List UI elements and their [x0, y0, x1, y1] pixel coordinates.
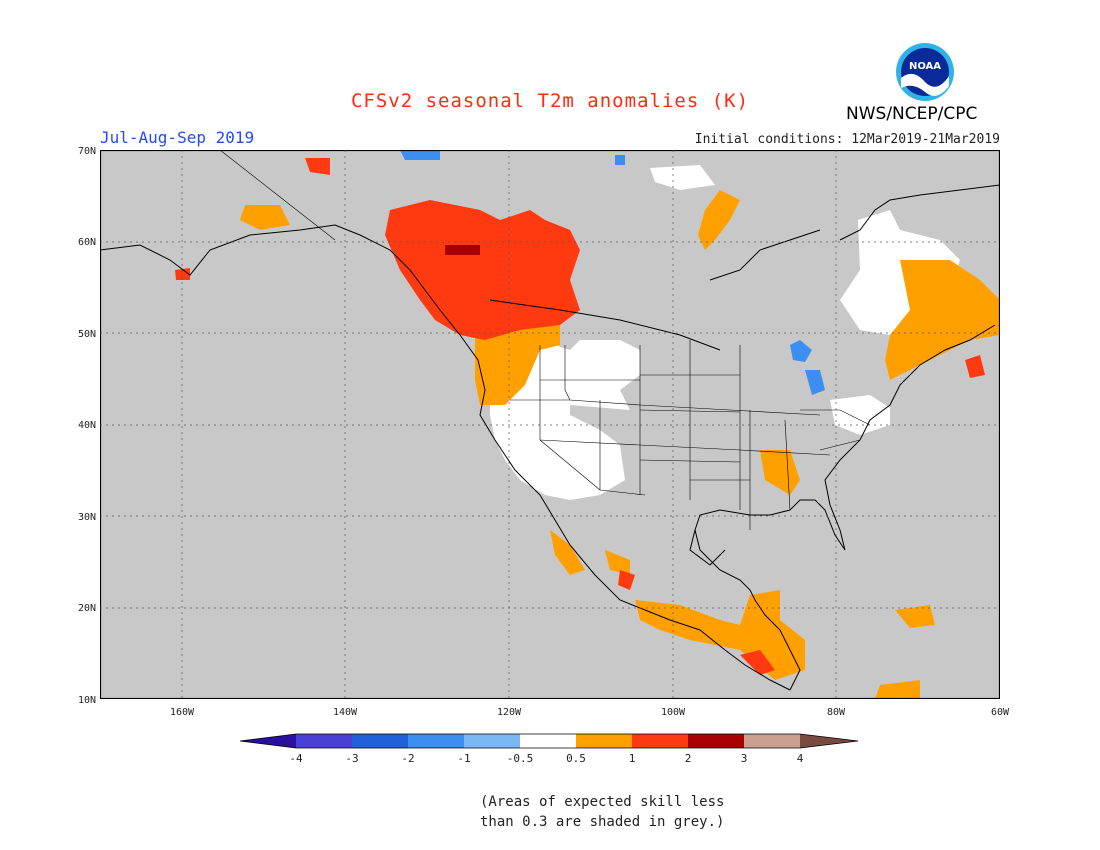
political-borders: [219, 150, 871, 530]
lat-label-40n: 40N: [78, 420, 96, 431]
lon-label-120w: 120W: [497, 707, 522, 718]
coastlines: [100, 184, 1000, 691]
colorbar-swatch: [464, 734, 520, 748]
colorbar-label: 2: [685, 752, 692, 765]
anomaly-map: [100, 150, 1000, 699]
org-label: NWS/NCEP/CPC: [846, 104, 978, 124]
colorbar-swatch: [520, 734, 576, 748]
lat-label-50n: 50N: [78, 329, 96, 340]
colorbar-label: 1: [629, 752, 636, 765]
cool-anomaly-regions: [400, 150, 825, 395]
colorbar-swatch: [744, 734, 800, 748]
colorbar-label: -0.5: [507, 752, 534, 765]
map-frame: [100, 150, 1000, 699]
skill-note-line1: (Areas of expected skill less: [480, 794, 725, 810]
lat-label-60n: 60N: [78, 237, 96, 248]
colorbar-arrow-left: [240, 734, 296, 748]
colorbar-label: -4: [289, 752, 303, 765]
lat-axis: 70N 60N 50N 40N 30N 20N 10N: [78, 146, 96, 706]
colorbar-label: -1: [457, 752, 470, 765]
colorbar-swatch: [632, 734, 688, 748]
noaa-logo-text: NOAA: [909, 61, 941, 72]
colorbar-swatch: [352, 734, 408, 748]
skill-note-line2: than 0.3 are shaded in grey.): [480, 814, 725, 830]
colorbar-label: 4: [797, 752, 804, 765]
colorbar-swatch: [688, 734, 744, 748]
lon-label-60w: 60W: [991, 707, 1010, 718]
forecast-period: Jul-Aug-Sep 2019: [100, 128, 255, 147]
noaa-logo: NOAA: [896, 43, 954, 101]
colorbar-label: 3: [741, 752, 748, 765]
lat-label-70n: 70N: [78, 146, 96, 157]
colorbar-label: -2: [401, 752, 414, 765]
lon-label-100w: 100W: [661, 707, 686, 718]
colorbar-swatch: [296, 734, 352, 748]
lon-label-80w: 80W: [827, 707, 846, 718]
map-title: CFSv2 seasonal T2m anomalies (K): [350, 90, 750, 112]
warm-anomaly-2: [175, 158, 985, 675]
colorbar-swatch: [408, 734, 464, 748]
colorbar-label: -3: [345, 752, 358, 765]
lat-label-20n: 20N: [78, 603, 96, 614]
graticule: [100, 150, 1000, 699]
lon-axis: 160W 140W 120W 100W 80W 60W: [170, 707, 1010, 718]
warm-anomaly-3: [445, 245, 480, 255]
colorbar-swatch: [576, 734, 632, 748]
colorbar-label: 0.5: [566, 752, 586, 765]
lon-label-160w: 160W: [170, 707, 195, 718]
lat-label-10n: 10N: [78, 695, 96, 706]
lon-label-140w: 140W: [333, 707, 358, 718]
lat-label-30n: 30N: [78, 512, 96, 523]
colorbar-arrow-right: [800, 734, 858, 748]
initial-conditions: Initial conditions: 12Mar2019-21Mar2019: [694, 132, 1000, 147]
skill-note: (Areas of expected skill less than 0.3 a…: [480, 792, 724, 832]
colorbar: -4 -3 -2 -1 -0.5 0.5 1 2 3 4: [239, 733, 859, 765]
